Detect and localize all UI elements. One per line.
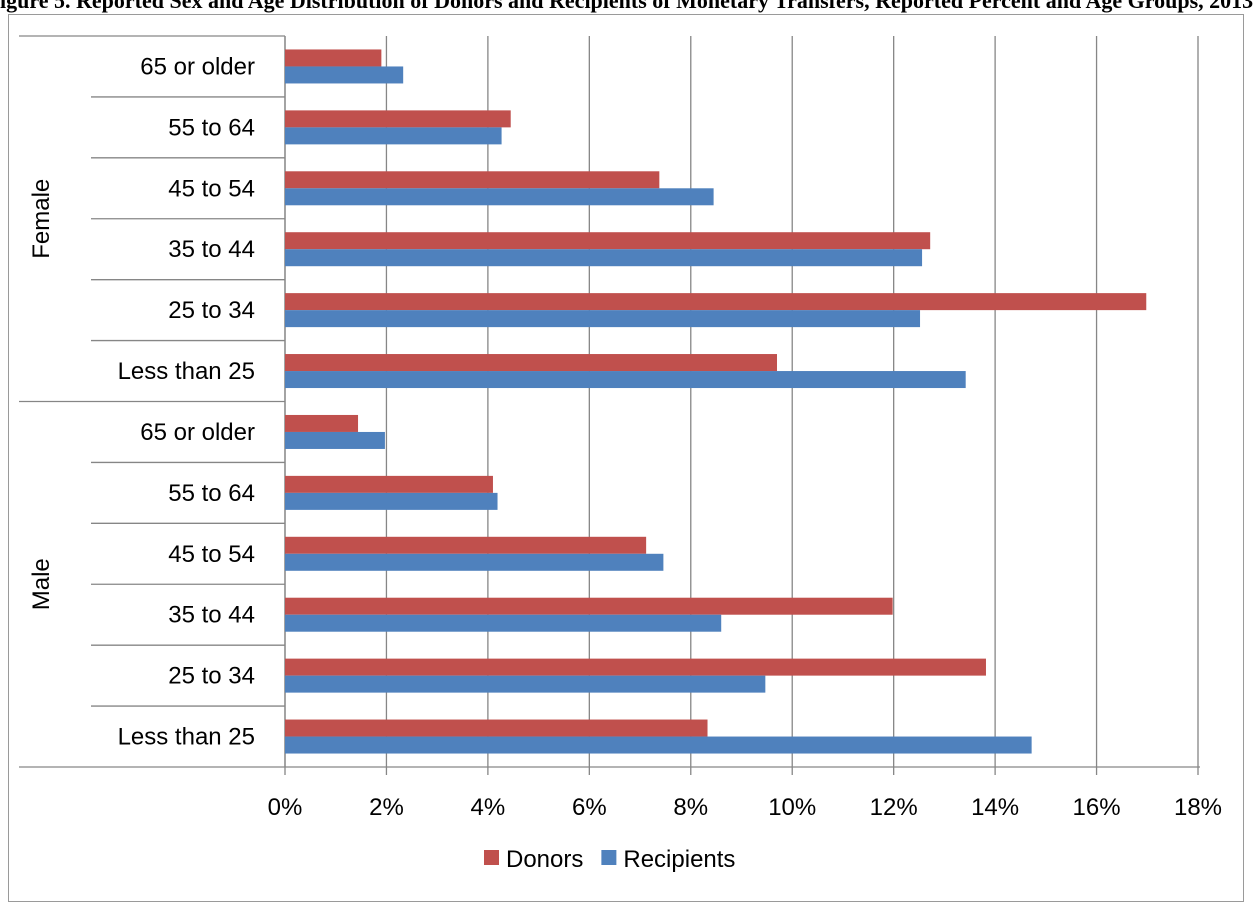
recipients-bar bbox=[285, 431, 385, 449]
group-label: Male bbox=[28, 558, 55, 610]
x-tick-label: 12% bbox=[870, 794, 918, 821]
category-label: Less than 25 bbox=[118, 358, 255, 385]
donors-bar bbox=[285, 536, 647, 554]
donors-bar bbox=[285, 719, 708, 737]
category-label: 45 to 54 bbox=[168, 541, 255, 568]
x-tick-label: 2% bbox=[369, 794, 404, 821]
donors-bar bbox=[285, 232, 931, 250]
donors-bar bbox=[285, 171, 660, 189]
recipients-bar bbox=[285, 553, 664, 571]
recipients-bar bbox=[285, 736, 1032, 754]
donors-bar bbox=[285, 49, 382, 67]
category-label: 55 to 64 bbox=[168, 114, 255, 141]
category-label: Less than 25 bbox=[118, 724, 255, 751]
donors-bar bbox=[285, 414, 359, 432]
recipients-bar bbox=[285, 492, 498, 510]
recipients-legend-swatch bbox=[601, 850, 617, 865]
category-label: 35 to 44 bbox=[168, 602, 255, 629]
donors-legend-swatch bbox=[484, 850, 499, 865]
x-tick-label: 10% bbox=[768, 794, 816, 821]
page-title: igure 5. Reported Sex and Age Distributi… bbox=[0, 0, 1253, 13]
x-tick-label: 14% bbox=[971, 794, 1019, 821]
recipients-bar bbox=[285, 310, 921, 328]
recipients-bar bbox=[285, 371, 966, 389]
category-label: 25 to 34 bbox=[168, 297, 255, 324]
donors-bar bbox=[285, 658, 986, 676]
category-label: 45 to 54 bbox=[168, 175, 255, 202]
bar-chart: 65 or older 55 to 64 45 to 54 35 to 44 25 to… bbox=[19, 35, 1222, 873]
donors-bar bbox=[285, 110, 511, 128]
x-tick-label: 6% bbox=[572, 794, 607, 821]
x-tick-label: 16% bbox=[1073, 794, 1121, 821]
category-label: 65 or older bbox=[140, 419, 255, 446]
category-label: 55 to 64 bbox=[168, 480, 255, 507]
recipients-bar bbox=[285, 249, 923, 267]
category-label: 25 to 34 bbox=[168, 663, 255, 690]
donors-bar bbox=[285, 475, 493, 493]
group-label: Female bbox=[28, 179, 55, 259]
donors-bar bbox=[285, 293, 1147, 311]
recipients-bar bbox=[285, 127, 502, 145]
category-label: 65 or older bbox=[140, 53, 255, 80]
chart-frame: 65 or older 55 to 64 45 to 54 35 to 44 25 to… bbox=[8, 14, 1244, 902]
category-label: 35 to 44 bbox=[168, 236, 255, 263]
donors-bar bbox=[285, 597, 893, 615]
recipients-bar bbox=[285, 188, 714, 206]
recipients-bar bbox=[285, 675, 766, 693]
donors-legend-label: Donors bbox=[506, 846, 583, 873]
recipients-bar bbox=[285, 614, 722, 632]
x-tick-label: 4% bbox=[471, 794, 506, 821]
x-tick-label: 18% bbox=[1174, 794, 1222, 821]
recipients-legend-label: Recipients bbox=[623, 846, 735, 873]
recipients-bar bbox=[285, 66, 404, 84]
x-tick-label: 8% bbox=[673, 794, 708, 821]
x-tick-label: 0% bbox=[268, 794, 303, 821]
donors-bar bbox=[285, 354, 778, 372]
